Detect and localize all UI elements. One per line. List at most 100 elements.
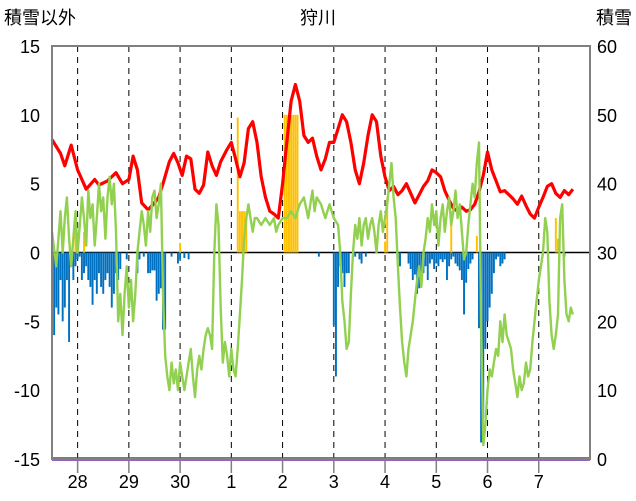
negative-bar xyxy=(334,252,337,377)
negative-bar xyxy=(95,252,98,294)
negative-bar xyxy=(435,252,438,264)
positive-bar xyxy=(386,197,389,253)
grid-layer xyxy=(52,46,590,459)
left-tick-label: -5 xyxy=(24,312,40,332)
negative-bar xyxy=(482,252,485,418)
negative-bar xyxy=(179,252,182,260)
x-tick-label: 6 xyxy=(483,472,493,492)
series-line-2 xyxy=(50,141,575,447)
right-tick-label: 0 xyxy=(597,450,607,470)
right-tick-label: 40 xyxy=(597,175,617,195)
positive-bar xyxy=(554,218,557,253)
positive-bar xyxy=(288,114,290,253)
positive-bar xyxy=(238,211,241,253)
negative-bar xyxy=(74,252,77,267)
negative-bar xyxy=(460,252,463,281)
negative-bar xyxy=(499,252,502,267)
negative-bar xyxy=(80,252,83,281)
negative-bar xyxy=(503,252,506,260)
negative-bar xyxy=(456,252,459,267)
negative-bar xyxy=(147,252,150,274)
negative-bar xyxy=(117,252,120,281)
negative-bar xyxy=(467,252,470,270)
negative-bar xyxy=(110,252,113,308)
positive-bar xyxy=(179,242,182,253)
negative-bar xyxy=(484,252,487,349)
negative-bar xyxy=(59,252,62,281)
negative-bar xyxy=(345,252,348,274)
right-tick-label: 10 xyxy=(597,381,617,401)
positive-bar xyxy=(283,114,286,253)
positive-bar xyxy=(475,235,478,253)
negative-bar xyxy=(448,252,451,267)
negative-bar xyxy=(164,252,167,330)
positive-bar xyxy=(384,241,387,253)
negative-bar xyxy=(354,252,357,257)
positive-bar xyxy=(83,231,85,253)
plot-frame xyxy=(51,45,591,460)
negative-bar xyxy=(142,252,145,257)
negative-bar xyxy=(490,252,493,294)
negative-bar xyxy=(187,252,190,260)
chart-title: 狩川 xyxy=(300,8,336,28)
left-tick-label: -15 xyxy=(14,450,40,470)
left-tick-label: -10 xyxy=(14,381,40,401)
negative-bar xyxy=(106,252,109,274)
x-tick-label: 2 xyxy=(278,472,288,492)
negative-bar xyxy=(441,252,444,263)
negative-bar xyxy=(454,252,457,264)
negative-bar xyxy=(155,252,158,301)
negative-bar xyxy=(100,252,103,287)
negative-bar xyxy=(413,252,416,275)
negative-bar xyxy=(469,252,472,264)
positive-bar xyxy=(292,114,295,253)
positive-bar xyxy=(450,211,453,253)
x-tick-label: 1 xyxy=(226,472,236,492)
negative-bar xyxy=(347,252,350,274)
negative-bar xyxy=(125,252,128,260)
negative-bar xyxy=(68,252,71,342)
negative-bar xyxy=(452,252,455,257)
negative-bar xyxy=(83,252,85,274)
negative-bar xyxy=(176,252,179,264)
negative-bar xyxy=(463,252,466,315)
negative-bar xyxy=(85,252,88,267)
negative-bar xyxy=(151,252,154,271)
negative-bar xyxy=(65,252,68,281)
negative-bar xyxy=(78,252,81,257)
negative-bar xyxy=(488,252,491,308)
negative-bar xyxy=(91,252,94,305)
negative-bar xyxy=(358,252,361,260)
negative-bar xyxy=(170,252,173,257)
negative-bar xyxy=(153,252,156,271)
left-tick-label: 10 xyxy=(20,106,40,126)
negative-bar xyxy=(443,252,446,260)
positive-bar xyxy=(557,238,559,253)
negative-bar xyxy=(104,252,107,281)
right-tick-label: 50 xyxy=(597,106,617,126)
negative-bar xyxy=(407,252,410,264)
negative-bar xyxy=(138,252,141,260)
right-tick-label: 60 xyxy=(597,37,617,57)
negative-bar xyxy=(411,252,414,281)
negative-bar xyxy=(55,252,58,308)
positive-bar xyxy=(296,114,299,253)
negative-bar xyxy=(437,252,440,267)
negative-bar xyxy=(183,252,186,259)
left-tick-label: 0 xyxy=(30,244,40,264)
negative-bar xyxy=(76,252,79,260)
x-tick-label: 29 xyxy=(119,472,139,492)
left-tick-label: 15 xyxy=(20,37,40,57)
negative-bar xyxy=(112,252,115,294)
series-line-1 xyxy=(50,82,575,220)
negative-bar xyxy=(337,252,340,287)
positive-bar xyxy=(74,224,77,253)
x-tick-label: 4 xyxy=(380,472,390,492)
left-tick-label: 5 xyxy=(30,175,40,195)
negative-bar xyxy=(63,252,66,308)
bar-layer xyxy=(51,114,566,443)
negative-bar xyxy=(87,252,90,281)
